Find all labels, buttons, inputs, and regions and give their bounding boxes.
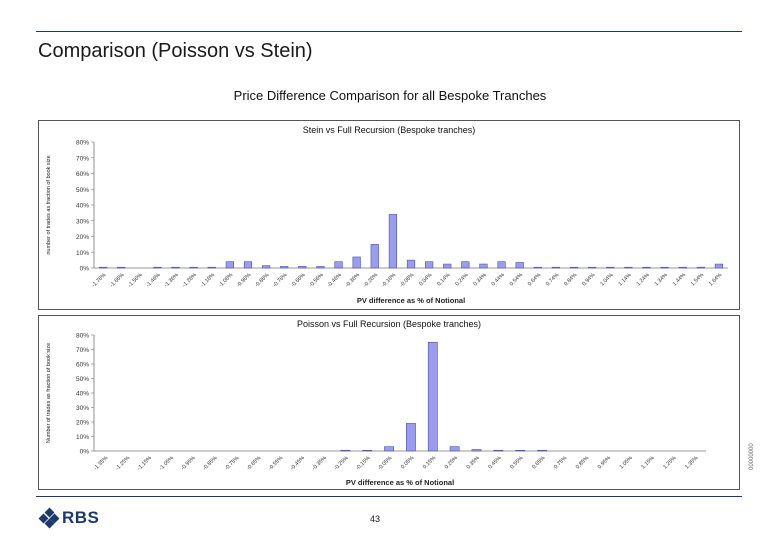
- bar: [449, 446, 460, 452]
- y-tick-label: 0%: [80, 266, 90, 273]
- chart-svg: Stein vs Full Recursion (Bespoke tranche…: [38, 120, 740, 310]
- rbs-logo-text: RBS: [62, 508, 100, 527]
- bar: [225, 261, 234, 269]
- bar: [370, 244, 379, 269]
- y-tick-label: 80%: [76, 333, 89, 340]
- y-tick-label: 50%: [76, 187, 89, 194]
- y-tick-label: 60%: [76, 171, 89, 178]
- y-tick-label: 40%: [76, 203, 89, 210]
- y-tick-label: 30%: [76, 405, 89, 412]
- footer-rule: [36, 496, 742, 497]
- bar: [261, 265, 271, 269]
- bar: [298, 266, 307, 269]
- bar: [624, 266, 633, 269]
- y-tick-label: 30%: [76, 218, 89, 225]
- bar: [471, 449, 482, 452]
- title-rule: [36, 31, 742, 32]
- bar: [334, 261, 343, 269]
- y-axis-title: number of trades as fraction of book siz…: [46, 155, 52, 254]
- y-tick-label: 80%: [76, 140, 89, 147]
- bar: [515, 449, 526, 452]
- bar: [497, 261, 506, 269]
- bar: [678, 266, 687, 269]
- y-tick-label: 70%: [76, 347, 89, 354]
- y-tick-label: 50%: [76, 376, 89, 383]
- bar: [340, 449, 351, 452]
- chart-frame: [38, 315, 740, 490]
- bar: [280, 266, 289, 269]
- bar: [493, 449, 504, 452]
- bar: [425, 261, 434, 269]
- bar: [388, 214, 397, 269]
- bar: [98, 266, 108, 269]
- y-tick-label: 10%: [76, 434, 89, 441]
- bar: [207, 266, 216, 269]
- x-axis-title: PV difference as % of Notional: [357, 296, 465, 305]
- bar: [606, 266, 615, 269]
- bar: [171, 266, 180, 269]
- bar: [362, 449, 373, 452]
- y-tick-label: 60%: [76, 362, 89, 369]
- bar: [427, 341, 438, 452]
- y-tick-label: 10%: [76, 250, 89, 257]
- y-tick-label: 20%: [76, 420, 89, 427]
- bar: [533, 266, 542, 269]
- page-number: 43: [369, 514, 380, 524]
- y-tick-label: 40%: [76, 391, 89, 398]
- page-subtitle: Price Difference Comparison for all Besp…: [233, 88, 547, 103]
- bar: [384, 446, 394, 452]
- page-title: Comparison (Poisson vs Stein): [38, 40, 313, 62]
- bar: [406, 259, 416, 269]
- document-code: 00000000: [749, 443, 755, 470]
- bar: [660, 266, 669, 269]
- bar: [569, 266, 579, 269]
- y-tick-label: 70%: [76, 155, 89, 162]
- bar: [588, 266, 597, 269]
- y-axis-title: Number of trades as fraction of book siz…: [46, 343, 52, 443]
- bar: [696, 266, 705, 269]
- bar: [443, 263, 452, 269]
- x-axis-title: PV difference as % of Notional: [346, 478, 454, 487]
- y-tick-label: 20%: [76, 234, 89, 241]
- bar: [642, 266, 651, 269]
- bar: [551, 266, 561, 269]
- bar: [316, 266, 325, 269]
- bar: [352, 256, 361, 269]
- bar: [461, 261, 470, 269]
- bar: [117, 266, 126, 269]
- y-tick-label: 0%: [80, 449, 90, 456]
- chart-title: Stein vs Full Recursion (Bespoke tranche…: [303, 125, 476, 135]
- bar: [153, 266, 162, 269]
- bar: [515, 262, 524, 269]
- stein-chart: Stein vs Full Recursion (Bespoke tranche…: [38, 120, 740, 310]
- chart-svg: Poisson vs Full Recursion (Bespoke tranc…: [38, 315, 740, 490]
- bar: [189, 266, 198, 269]
- poisson-chart: Poisson vs Full Recursion (Bespoke tranc…: [38, 315, 740, 490]
- bar: [243, 261, 253, 269]
- chart-title: Poisson vs Full Recursion (Bespoke tranc…: [297, 319, 481, 329]
- rbs-logo-icon: [38, 507, 60, 529]
- bar: [406, 423, 416, 452]
- rbs-logo: RBS: [38, 507, 100, 529]
- bar: [537, 449, 547, 452]
- bar: [479, 263, 488, 269]
- bar: [714, 263, 724, 269]
